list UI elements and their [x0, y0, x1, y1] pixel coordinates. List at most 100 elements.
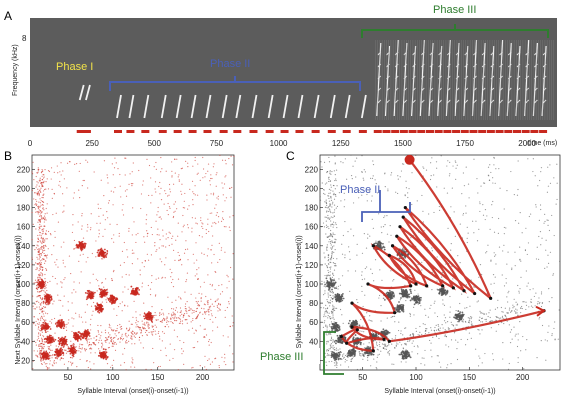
scatter-point: [127, 334, 130, 336]
scatter-point: [479, 210, 481, 213]
scatter-point: [196, 173, 198, 175]
scatter-point: [121, 335, 123, 337]
cluster-point: [72, 332, 75, 334]
scatter-point: [100, 335, 102, 337]
scatter-point: [131, 234, 133, 236]
scatter-point: [83, 179, 85, 182]
scatter-point: [445, 344, 447, 346]
scatter-point: [559, 260, 561, 262]
scatter-point: [228, 301, 230, 303]
syllable-harmonic: [464, 99, 469, 104]
scatter-point: [191, 180, 194, 182]
syllable-stroke: [344, 94, 351, 119]
x-tick-label: 50: [63, 373, 72, 382]
scatter-point: [44, 273, 46, 276]
scatter-point: [180, 298, 182, 300]
scatter-point: [419, 325, 421, 328]
scatter-point: [207, 218, 209, 220]
scatter-point: [422, 210, 424, 212]
scatter-point: [76, 366, 78, 368]
scatter-point: [340, 161, 342, 163]
cluster-point: [97, 249, 100, 252]
scatter-point: [484, 209, 487, 211]
scatter-point: [530, 298, 532, 300]
scatter-point: [484, 352, 486, 355]
scatter-point: [394, 335, 397, 337]
scatter-point: [405, 299, 407, 302]
scatter-point: [332, 257, 335, 260]
scatter-point: [35, 175, 37, 178]
scatter-point: [425, 169, 428, 171]
scatter-point: [115, 343, 117, 345]
scatter-point: [126, 249, 128, 251]
scatter-point: [231, 315, 233, 317]
cluster-point: [36, 281, 39, 284]
scatter-point: [86, 342, 88, 344]
scatter-point: [437, 325, 440, 327]
scatter-point: [75, 346, 77, 348]
cluster-point: [61, 343, 63, 345]
scatter-point: [47, 230, 50, 233]
scatter-point: [148, 331, 150, 334]
scatter-point: [526, 253, 528, 256]
scatter-point: [416, 345, 419, 347]
scatter-point: [332, 307, 335, 310]
scatter-point: [520, 307, 522, 309]
scatter-point: [179, 259, 182, 261]
scatter-point: [42, 313, 44, 315]
cluster-point: [88, 335, 91, 337]
scatter-point: [191, 231, 193, 233]
spectrogram-xtick-label: 0: [28, 139, 33, 148]
scatter-point: [122, 291, 124, 293]
scatter-point: [332, 226, 334, 228]
cluster-point: [83, 243, 85, 246]
syllable-stroke: [251, 94, 258, 119]
scatter-point: [42, 190, 45, 192]
scatter-point: [330, 229, 332, 232]
cluster-point: [332, 354, 335, 357]
scatter-point: [232, 322, 234, 324]
cluster-point: [58, 323, 61, 326]
scatter-point: [527, 282, 529, 284]
scatter-point: [232, 278, 234, 280]
scatter-point: [554, 321, 556, 323]
scatter-point: [80, 271, 82, 273]
scatter-point: [368, 190, 370, 192]
scatter-point: [36, 268, 38, 270]
scatter-point: [64, 266, 66, 268]
scatter-point: [336, 307, 338, 309]
scatter-point: [331, 339, 333, 341]
scatter-point: [145, 368, 147, 370]
scatter-point: [444, 335, 446, 337]
scatter-point: [546, 340, 548, 342]
scatter-point: [92, 273, 94, 275]
syllable-stroke: [128, 94, 135, 119]
cluster-point: [74, 337, 77, 340]
scatter-point: [44, 278, 46, 280]
scatter-point: [165, 318, 167, 320]
scatter-point: [174, 172, 176, 174]
scatter-point: [330, 321, 333, 323]
scatter-point: [198, 292, 200, 294]
scatter-point: [42, 228, 44, 231]
scatter-point: [167, 237, 169, 239]
scatter-point: [479, 357, 481, 359]
scatter-point: [498, 317, 500, 319]
scatter-point: [523, 301, 525, 303]
scatter-point: [324, 286, 327, 288]
cluster-point: [150, 317, 153, 320]
cluster-point: [115, 298, 118, 301]
scatter-point: [495, 330, 497, 332]
scatter-point: [322, 222, 325, 224]
scatter-point: [50, 178, 52, 180]
scatter-point: [371, 320, 373, 322]
scatter-point: [480, 321, 482, 323]
cluster-point: [45, 297, 48, 300]
cluster-point: [60, 323, 62, 326]
cluster-point: [334, 359, 336, 361]
scatter-point: [334, 209, 336, 211]
scatter-point: [102, 258, 104, 260]
scatter-point: [43, 188, 46, 191]
scatter-point: [67, 301, 69, 303]
scatter-point: [548, 325, 550, 327]
